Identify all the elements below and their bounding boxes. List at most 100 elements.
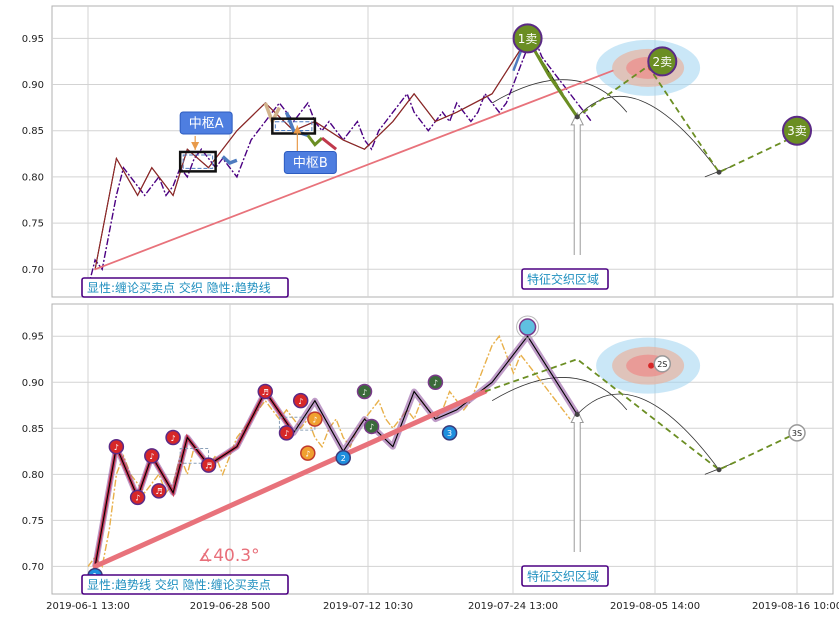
signal-marker-label: ♪ — [135, 494, 140, 503]
x-tick-label: 2019-06-28 500 — [190, 601, 270, 612]
sell-signal-label: 1卖 — [518, 32, 538, 46]
y-tick-label: 0.80 — [22, 470, 44, 481]
signal-marker-sell — [129, 489, 146, 506]
segment-blue — [221, 155, 238, 166]
signal-marker-sell — [278, 425, 295, 441]
signal-marker-green — [363, 418, 380, 435]
signal-marker-alt — [300, 445, 316, 461]
pivot-inner — [182, 154, 214, 169]
x-tick-label: 2019-08-05 14:00 — [610, 601, 700, 612]
plot-frame — [51, 5, 834, 298]
signal-marker-sell — [108, 438, 125, 455]
y-tick-label: 0.90 — [22, 80, 44, 91]
signal-marker-label: ♪ — [298, 397, 303, 406]
y-tick-label: 0.70 — [22, 265, 44, 276]
pivot-arrowhead — [293, 125, 302, 134]
series-trendline — [94, 69, 614, 271]
signal-marker-label: ♬ — [155, 487, 162, 496]
projection-dot — [574, 114, 580, 120]
y-tick-label: 0.95 — [22, 34, 44, 45]
y-tick-label: 0.85 — [22, 126, 44, 137]
signal-marker-label: 3 — [447, 429, 452, 438]
y-tick-label: 0.85 — [22, 424, 44, 435]
y-tick-label: 0.75 — [22, 516, 44, 527]
sell-signal-marker — [512, 23, 543, 54]
signal-marker-sell — [292, 392, 309, 409]
signal-marker-label: ♬ — [205, 461, 212, 470]
peak-ring — [516, 315, 540, 339]
legend-box — [81, 277, 289, 298]
plot-frame — [51, 303, 834, 595]
projection-arc — [576, 393, 720, 470]
zone-label: 特征交织区域 — [521, 565, 609, 587]
pivot-label-box — [283, 150, 337, 174]
y-tick-label: 0.90 — [22, 378, 44, 389]
pivot-box — [178, 150, 217, 173]
signal-marker-green — [427, 374, 444, 391]
legend-text: 显性:缠论买卖点 交织 隐性:趋势线 — [87, 280, 271, 295]
zone-label-text: 特征交织区域 — [527, 272, 599, 287]
projection-arc-2 — [491, 377, 628, 411]
signal-marker-label: 3S — [792, 429, 802, 438]
signal-marker-label: ♪ — [362, 388, 367, 397]
signal-marker-buy — [441, 425, 458, 441]
signal-marker-sell — [151, 483, 167, 499]
x-tick-label: 2019-07-24 13:00 — [468, 601, 558, 612]
pivot-label-box — [179, 111, 233, 135]
legend: 显性:趋势线 交织 隐性:缠论买卖点 — [81, 574, 289, 595]
signal-marker-ring — [653, 355, 672, 373]
series-trendline — [92, 389, 488, 569]
series-trend-extension — [484, 358, 798, 471]
signal-marker-sell — [257, 383, 273, 400]
y-tick-label: 0.80 — [22, 172, 44, 183]
segment-red — [321, 136, 338, 151]
signal-marker-label: ♬ — [262, 388, 269, 397]
legend: 显性:缠论买卖点 交织 隐性:趋势线 — [81, 277, 289, 298]
y-tick-label: 0.95 — [22, 332, 44, 343]
zone-label-text: 特征交织区域 — [527, 569, 599, 584]
signal-marker-label: 2 — [341, 454, 346, 463]
signal-marker-label: ♪ — [149, 452, 154, 461]
projection-arc-2 — [491, 79, 628, 113]
signal-marker-peak — [518, 318, 537, 336]
sell-signal-label: 2卖 — [652, 55, 672, 69]
pivot-label: 中枢A — [189, 116, 224, 131]
zone-arrow — [570, 111, 585, 255]
sell-signal-marker — [782, 115, 812, 146]
zone-center-dot — [648, 362, 655, 369]
signal-marker-sell — [200, 457, 217, 473]
projection-arc — [576, 95, 720, 173]
signal-marker-ring — [788, 424, 806, 442]
legend-box — [81, 574, 289, 595]
projection-dot — [716, 467, 722, 473]
pivot-inner — [274, 121, 313, 131]
pivot-label: 中枢B — [293, 156, 328, 171]
signal-marker-label: ♪ — [171, 434, 176, 443]
signal-marker-sell — [144, 448, 160, 464]
projection-dot — [716, 169, 722, 175]
pivot-arrowhead — [191, 141, 200, 150]
panel-bottom: 0.700.750.800.850.900.95∡40.3°1♪♪♪♬♪♬♬♪♪… — [22, 303, 839, 612]
signal-marker-label: ♪ — [369, 423, 374, 432]
zone-label-box — [521, 268, 609, 290]
x-tick-label: 2019-07-12 10:30 — [323, 601, 413, 612]
signal-marker-buy — [335, 449, 351, 466]
zone-label: 特征交织区域 — [521, 268, 609, 290]
signal-marker-label: ♪ — [284, 429, 289, 438]
legend-text: 显性:趋势线 交织 隐性:缠论买卖点 — [87, 577, 271, 592]
angle-label: ∡40.3° — [198, 546, 260, 566]
sell-signal-label: 3卖 — [787, 124, 807, 138]
zone-label-box — [521, 565, 609, 587]
projection-dot — [574, 411, 580, 417]
signal-marker-green — [356, 383, 373, 400]
y-tick-label: 0.75 — [22, 219, 44, 230]
signal-marker-label: 2S — [657, 360, 667, 369]
signal-marker-label: ♪ — [433, 379, 438, 388]
signal-marker-alt — [307, 411, 323, 427]
pivot-box-ghost — [179, 448, 210, 464]
signal-marker-label: ♪ — [312, 415, 317, 424]
x-tick-label: 2019-08-16 10:00 — [752, 601, 839, 612]
panel-top: 0.70 0.75 0.80 0.85 0.90 0.95 中枢A 中枢B 1卖 2卖 3卖显性:缠… — [22, 5, 834, 298]
y-tick-label: 0.70 — [22, 562, 44, 573]
